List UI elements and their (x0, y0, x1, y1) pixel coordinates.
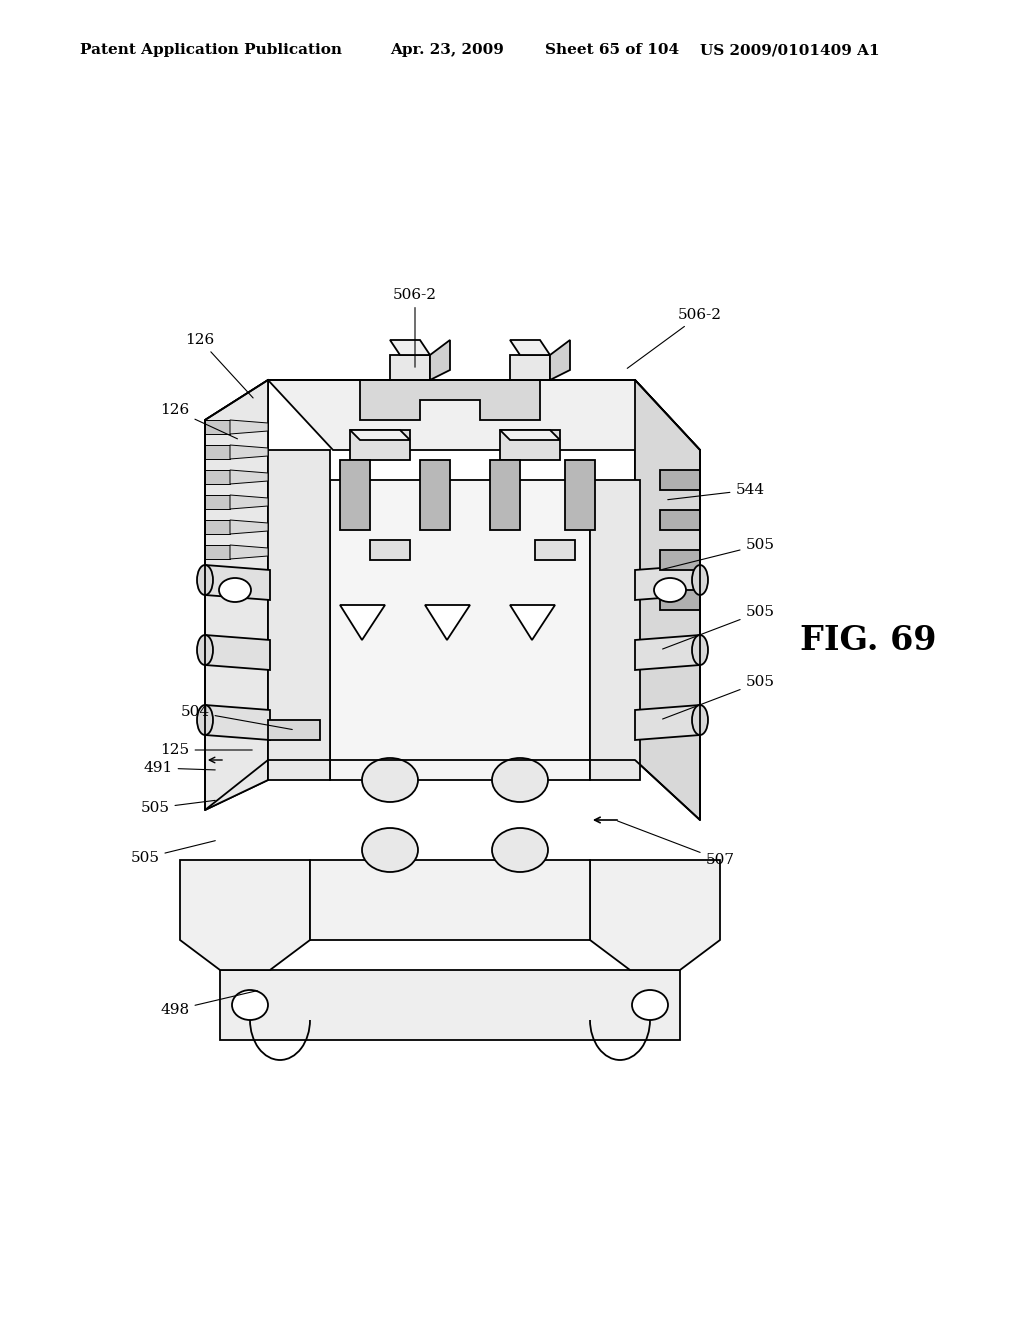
Polygon shape (660, 470, 700, 490)
Polygon shape (390, 355, 430, 380)
Polygon shape (565, 459, 595, 531)
Polygon shape (510, 355, 550, 380)
Polygon shape (500, 430, 560, 459)
Text: Apr. 23, 2009: Apr. 23, 2009 (390, 44, 504, 57)
Ellipse shape (197, 565, 213, 595)
Ellipse shape (692, 565, 708, 595)
Polygon shape (500, 430, 560, 440)
Ellipse shape (362, 828, 418, 873)
Polygon shape (205, 545, 230, 558)
Text: Patent Application Publication: Patent Application Publication (80, 44, 342, 57)
Polygon shape (205, 635, 270, 671)
Text: FIG. 69: FIG. 69 (800, 623, 937, 656)
Polygon shape (205, 420, 230, 434)
Polygon shape (660, 590, 700, 610)
Ellipse shape (197, 635, 213, 665)
Polygon shape (205, 705, 270, 741)
Ellipse shape (692, 705, 708, 735)
Text: 544: 544 (668, 483, 765, 500)
Polygon shape (390, 341, 430, 355)
Text: US 2009/0101409 A1: US 2009/0101409 A1 (700, 44, 880, 57)
Text: 507: 507 (617, 821, 734, 867)
Polygon shape (268, 719, 319, 741)
Text: 506-2: 506-2 (393, 288, 437, 367)
Polygon shape (205, 380, 268, 810)
Ellipse shape (692, 635, 708, 665)
Polygon shape (230, 470, 268, 484)
Text: 126: 126 (161, 403, 238, 438)
Text: 506-2: 506-2 (628, 308, 722, 368)
Ellipse shape (654, 578, 686, 602)
Polygon shape (430, 341, 450, 380)
Ellipse shape (492, 758, 548, 803)
Text: Sheet 65 of 104: Sheet 65 of 104 (545, 44, 679, 57)
Polygon shape (268, 450, 330, 780)
Polygon shape (340, 605, 385, 640)
Polygon shape (660, 510, 700, 531)
Ellipse shape (362, 758, 418, 803)
Polygon shape (230, 445, 268, 459)
Polygon shape (635, 380, 700, 820)
Text: 505: 505 (140, 800, 215, 814)
Text: 498: 498 (161, 990, 257, 1016)
Polygon shape (330, 480, 590, 780)
Polygon shape (550, 341, 570, 380)
Ellipse shape (232, 990, 268, 1020)
Polygon shape (590, 861, 720, 970)
Polygon shape (230, 420, 268, 434)
Polygon shape (370, 540, 410, 560)
Text: 504: 504 (180, 705, 292, 730)
Ellipse shape (492, 828, 548, 873)
Polygon shape (230, 545, 268, 558)
Polygon shape (350, 430, 410, 440)
Polygon shape (205, 495, 230, 510)
Polygon shape (230, 495, 268, 510)
Text: 505: 505 (663, 539, 774, 569)
Polygon shape (220, 970, 680, 1040)
Ellipse shape (219, 578, 251, 602)
Ellipse shape (197, 705, 213, 735)
Polygon shape (205, 570, 230, 583)
Polygon shape (230, 520, 268, 535)
Text: 505: 505 (663, 605, 774, 649)
Text: 505: 505 (663, 675, 774, 719)
Ellipse shape (632, 990, 668, 1020)
Polygon shape (660, 550, 700, 570)
Polygon shape (635, 635, 700, 671)
Polygon shape (350, 430, 410, 459)
Polygon shape (230, 570, 268, 583)
Polygon shape (590, 480, 640, 780)
Polygon shape (205, 470, 230, 484)
Polygon shape (205, 565, 270, 601)
Polygon shape (180, 861, 310, 970)
Polygon shape (310, 861, 590, 940)
Polygon shape (420, 459, 450, 531)
Text: 491: 491 (143, 762, 215, 775)
Text: 126: 126 (185, 333, 253, 397)
Polygon shape (635, 705, 700, 741)
Polygon shape (205, 445, 230, 459)
Text: 505: 505 (130, 841, 215, 865)
Polygon shape (425, 605, 470, 640)
Polygon shape (510, 605, 555, 640)
Polygon shape (635, 565, 700, 601)
Polygon shape (268, 380, 700, 450)
Polygon shape (510, 341, 550, 355)
Text: 125: 125 (161, 743, 252, 756)
Polygon shape (340, 459, 370, 531)
Polygon shape (490, 459, 520, 531)
Polygon shape (205, 520, 230, 535)
Polygon shape (535, 540, 575, 560)
Polygon shape (360, 380, 540, 420)
